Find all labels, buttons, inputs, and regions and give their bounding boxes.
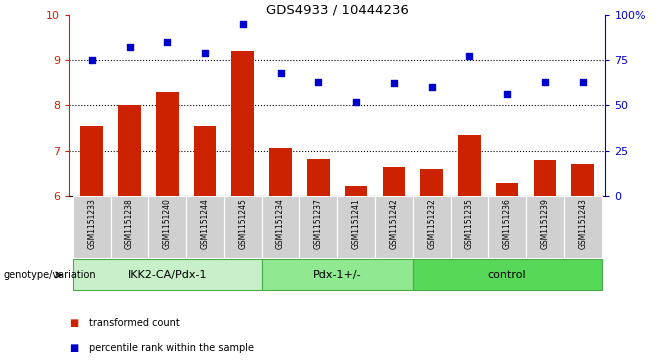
Bar bbox=[193, 126, 216, 196]
Bar bbox=[345, 186, 367, 196]
Bar bbox=[375, 196, 413, 258]
Text: GSM1151244: GSM1151244 bbox=[201, 198, 209, 249]
Bar bbox=[413, 196, 451, 258]
Text: GSM1151238: GSM1151238 bbox=[125, 198, 134, 249]
Text: percentile rank within the sample: percentile rank within the sample bbox=[89, 343, 254, 354]
Text: transformed count: transformed count bbox=[89, 318, 180, 328]
Bar bbox=[73, 196, 111, 258]
Text: ■: ■ bbox=[69, 343, 78, 354]
Bar bbox=[534, 160, 556, 196]
Bar bbox=[420, 169, 443, 196]
Point bbox=[389, 81, 399, 86]
Bar bbox=[73, 260, 262, 290]
Text: GSM1151245: GSM1151245 bbox=[238, 198, 247, 249]
Text: IKK2-CA/Pdx-1: IKK2-CA/Pdx-1 bbox=[128, 270, 207, 280]
Bar bbox=[526, 196, 564, 258]
Bar bbox=[451, 196, 488, 258]
Text: GSM1151232: GSM1151232 bbox=[427, 198, 436, 249]
Point bbox=[124, 44, 135, 50]
Bar bbox=[382, 167, 405, 196]
Bar bbox=[262, 260, 413, 290]
Point bbox=[464, 53, 474, 59]
Point bbox=[313, 79, 324, 85]
Bar bbox=[269, 148, 292, 196]
Point bbox=[86, 57, 97, 63]
Point bbox=[200, 50, 211, 56]
Bar bbox=[149, 196, 186, 258]
Point bbox=[426, 84, 437, 90]
Point bbox=[238, 21, 248, 26]
Text: control: control bbox=[488, 270, 526, 280]
Text: ■: ■ bbox=[69, 318, 78, 328]
Point bbox=[162, 39, 172, 45]
Text: GSM1151239: GSM1151239 bbox=[540, 198, 549, 249]
Point bbox=[502, 91, 513, 97]
Bar bbox=[111, 196, 149, 258]
Text: GSM1151236: GSM1151236 bbox=[503, 198, 512, 249]
Bar bbox=[458, 135, 481, 196]
Text: Pdx-1+/-: Pdx-1+/- bbox=[313, 270, 361, 280]
Text: GDS4933 / 10444236: GDS4933 / 10444236 bbox=[266, 4, 409, 17]
Bar bbox=[564, 196, 601, 258]
Bar bbox=[232, 51, 254, 196]
Bar bbox=[307, 159, 330, 196]
Text: GSM1151243: GSM1151243 bbox=[578, 198, 587, 249]
Bar bbox=[224, 196, 262, 258]
Bar bbox=[80, 126, 103, 196]
Text: GSM1151242: GSM1151242 bbox=[390, 198, 398, 249]
Bar bbox=[496, 183, 519, 196]
Point bbox=[351, 99, 361, 105]
Text: GSM1151235: GSM1151235 bbox=[465, 198, 474, 249]
Bar bbox=[488, 196, 526, 258]
Point bbox=[578, 79, 588, 85]
Bar bbox=[571, 164, 594, 196]
Bar bbox=[156, 91, 178, 196]
Point bbox=[275, 70, 286, 76]
Text: GSM1151241: GSM1151241 bbox=[351, 198, 361, 249]
Bar bbox=[299, 196, 338, 258]
Bar bbox=[338, 196, 375, 258]
Point bbox=[540, 79, 550, 85]
Text: GSM1151237: GSM1151237 bbox=[314, 198, 323, 249]
Bar bbox=[262, 196, 299, 258]
Text: GSM1151234: GSM1151234 bbox=[276, 198, 285, 249]
Bar bbox=[413, 260, 601, 290]
Bar bbox=[118, 105, 141, 196]
Text: GSM1151240: GSM1151240 bbox=[163, 198, 172, 249]
Text: genotype/variation: genotype/variation bbox=[3, 270, 96, 280]
Text: GSM1151233: GSM1151233 bbox=[88, 198, 96, 249]
Bar bbox=[186, 196, 224, 258]
